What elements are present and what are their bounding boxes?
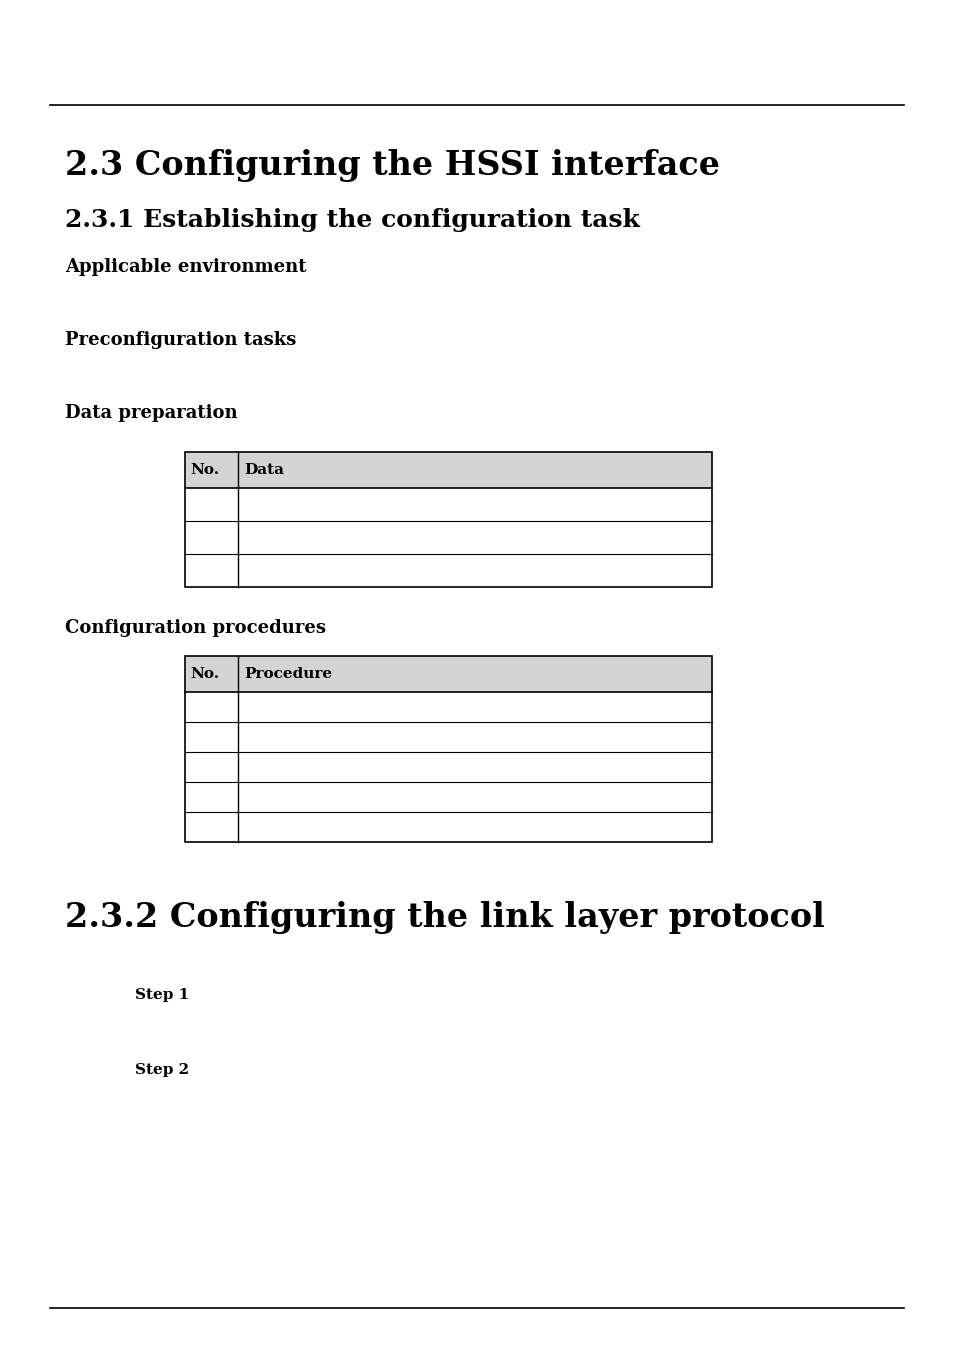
Text: Procedure: Procedure — [244, 667, 332, 680]
Text: Preconfiguration tasks: Preconfiguration tasks — [65, 331, 296, 350]
Text: 2.3.2 Configuring the link layer protocol: 2.3.2 Configuring the link layer protoco… — [65, 902, 824, 934]
Text: 2.3 Configuring the HSSI interface: 2.3 Configuring the HSSI interface — [65, 148, 720, 181]
Text: Applicable environment: Applicable environment — [65, 258, 306, 275]
Text: No.: No. — [190, 667, 219, 680]
Bar — [185, 656, 711, 693]
Text: Data preparation: Data preparation — [65, 404, 237, 423]
Text: Step 2: Step 2 — [135, 1062, 189, 1077]
Text: Step 1: Step 1 — [135, 988, 189, 1002]
Bar — [185, 656, 711, 842]
Text: No.: No. — [190, 463, 219, 477]
Text: Configuration procedures: Configuration procedures — [65, 620, 326, 637]
Bar — [185, 452, 711, 587]
Text: Data: Data — [244, 463, 284, 477]
Text: 2.3.1 Establishing the configuration task: 2.3.1 Establishing the configuration tas… — [65, 208, 639, 232]
Bar — [185, 452, 711, 487]
